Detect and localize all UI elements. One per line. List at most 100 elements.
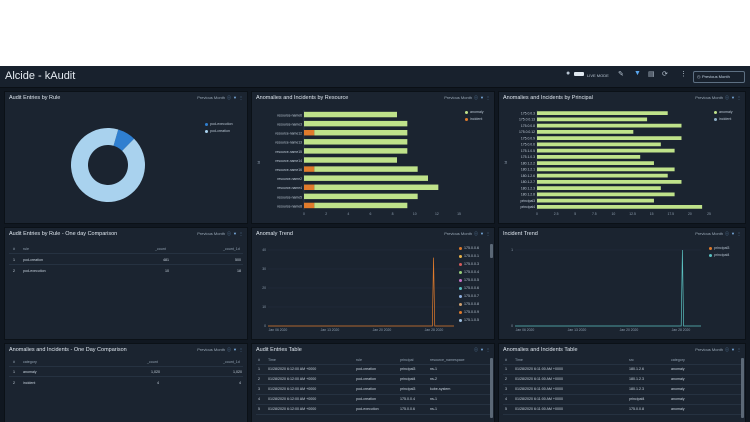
bar-anomaly: [537, 111, 668, 115]
column-header[interactable]: principal: [400, 358, 414, 362]
bar-anomaly: [314, 130, 408, 136]
legend-item[interactable]: 175.0.0.9: [459, 310, 479, 314]
column-header[interactable]: src: [629, 358, 634, 362]
legend-item[interactable]: 175.0.0.8: [459, 302, 479, 306]
legend-swatch: [205, 122, 208, 126]
user-avatar-icon[interactable]: ●: [566, 70, 571, 77]
more-icon[interactable]: ⋮: [486, 95, 490, 100]
more-icon[interactable]: ⋮: [239, 347, 243, 352]
legend-item[interactable]: pod-execution: [205, 122, 233, 126]
legend-label: 175.0.0.1: [464, 254, 479, 258]
column-header[interactable]: rule: [356, 358, 362, 362]
edit-icon[interactable]: ✎: [618, 71, 624, 78]
filter-icon[interactable]: ▼: [480, 347, 484, 352]
info-icon[interactable]: ⓘ: [474, 95, 479, 100]
more-icon[interactable]: ⋮: [737, 347, 741, 352]
legend-item[interactable]: incident: [714, 117, 731, 121]
refresh-icon[interactable]: ⟳: [662, 71, 668, 78]
more-icon[interactable]: ⋮: [737, 231, 741, 236]
table-scrollbar[interactable]: [741, 358, 744, 418]
filter-icon[interactable]: ▼: [731, 95, 735, 100]
column-header[interactable]: category: [23, 360, 37, 364]
legend-item[interactable]: 175.0.0.1: [459, 254, 479, 258]
column-header[interactable]: _count_1d: [223, 360, 240, 364]
legend-scrollbar[interactable]: [490, 244, 493, 258]
row-divider: [503, 414, 741, 415]
table-cell: anomaly: [671, 407, 685, 411]
legend-item[interactable]: principal3: [709, 246, 729, 250]
legend-item[interactable]: principal4: [709, 253, 729, 257]
table-cell: ns-2: [430, 377, 437, 381]
table-cell: 01/28/2020 6:12:00 AM +0000: [268, 377, 317, 381]
table-scrollbar[interactable]: [490, 358, 493, 418]
donut-slice: [113, 129, 135, 151]
legend-item[interactable]: pod-creation: [205, 129, 230, 133]
filter-icon[interactable]: ▼: [634, 70, 641, 77]
filter-icon[interactable]: ▼: [480, 95, 484, 100]
more-options-icon[interactable]: ⋮: [680, 71, 687, 78]
legend-label: 175.0.0.7: [464, 294, 479, 298]
layout-icon[interactable]: ▤: [648, 71, 655, 78]
x-tick-label: 7.5: [592, 212, 597, 216]
column-header[interactable]: rule: [23, 247, 29, 251]
table-cell: 5: [258, 407, 260, 411]
x-tick-label: 5: [574, 212, 576, 216]
info-icon[interactable]: ⓘ: [474, 347, 479, 352]
legend-item[interactable]: 175.0.0.5: [459, 278, 479, 282]
category-label: resource-name3: [277, 123, 302, 127]
table-cell: 01/28/2020 6:12:00 AM +0000: [268, 387, 317, 391]
column-header[interactable]: #: [13, 247, 15, 251]
legend-item[interactable]: 175.0.0.6: [459, 286, 479, 290]
more-icon[interactable]: ⋮: [486, 231, 490, 236]
legend-item[interactable]: 175.0.0.7: [459, 294, 479, 298]
filter-icon[interactable]: ▼: [731, 231, 735, 236]
more-icon[interactable]: ⋮: [737, 95, 741, 100]
column-header[interactable]: category: [671, 358, 685, 362]
more-icon[interactable]: ⋮: [239, 231, 243, 236]
time-range-button[interactable]: ◷ Previous Month: [693, 71, 745, 83]
filter-icon[interactable]: ▼: [480, 231, 484, 236]
x-tick-label: Jan 20 2020: [620, 328, 639, 332]
column-header[interactable]: _count: [155, 247, 166, 251]
info-icon[interactable]: ⓘ: [725, 347, 730, 352]
column-header[interactable]: #: [13, 360, 15, 364]
panel-one-day-comparison: Anomalies and Incidents - One Day Compar…: [4, 343, 248, 422]
table-cell: anomaly: [671, 397, 685, 401]
filter-icon[interactable]: ▼: [731, 347, 735, 352]
filter-icon[interactable]: ▼: [233, 231, 237, 236]
more-icon[interactable]: ⋮: [239, 95, 243, 100]
column-header[interactable]: _count: [147, 360, 158, 364]
panel-title: Anomaly Trend: [256, 231, 293, 237]
info-icon[interactable]: ⓘ: [227, 231, 232, 236]
principal-bar-chart: 175.0.0.3 175.0.0.13 175.0.0.8 175.0.0.12 17…: [504, 110, 711, 216]
legend-item[interactable]: anomaly: [465, 110, 484, 114]
filter-icon[interactable]: ▼: [233, 347, 237, 352]
legend-item[interactable]: anomaly: [714, 110, 733, 114]
column-header[interactable]: Time: [515, 358, 523, 362]
x-tick-label: 10: [413, 212, 417, 216]
legend-item[interactable]: 175.0.0.4: [459, 270, 479, 274]
info-icon[interactable]: ⓘ: [725, 95, 730, 100]
legend-label: 175.0.0.8: [464, 302, 479, 306]
column-header[interactable]: #: [258, 358, 260, 362]
more-icon[interactable]: ⋮: [486, 347, 490, 352]
legend-item[interactable]: 175.0.0.3: [459, 262, 479, 266]
legend-swatch: [459, 246, 462, 250]
table-cell: pod-creation: [356, 367, 376, 371]
info-icon[interactable]: ⓘ: [227, 95, 232, 100]
column-header[interactable]: resource_namespace: [430, 358, 465, 362]
legend-item[interactable]: 175.1.0.5: [459, 318, 479, 322]
panel-tools: Previous Month ⓘ ▼ ⋮: [695, 231, 741, 236]
table-cell: 18: [237, 269, 241, 273]
legend-item[interactable]: 175.0.0.6: [459, 246, 479, 250]
info-icon[interactable]: ⓘ: [725, 231, 730, 236]
legend-item[interactable]: incident: [465, 117, 482, 121]
column-header[interactable]: Time: [268, 358, 276, 362]
column-header[interactable]: #: [505, 358, 507, 362]
category-label: 180.1.2.7: [521, 180, 535, 184]
info-icon[interactable]: ⓘ: [227, 347, 232, 352]
filter-icon[interactable]: ▼: [233, 95, 237, 100]
column-header[interactable]: _count_1d: [223, 247, 240, 251]
table-cell: 2: [13, 269, 15, 273]
info-icon[interactable]: ⓘ: [474, 231, 479, 236]
